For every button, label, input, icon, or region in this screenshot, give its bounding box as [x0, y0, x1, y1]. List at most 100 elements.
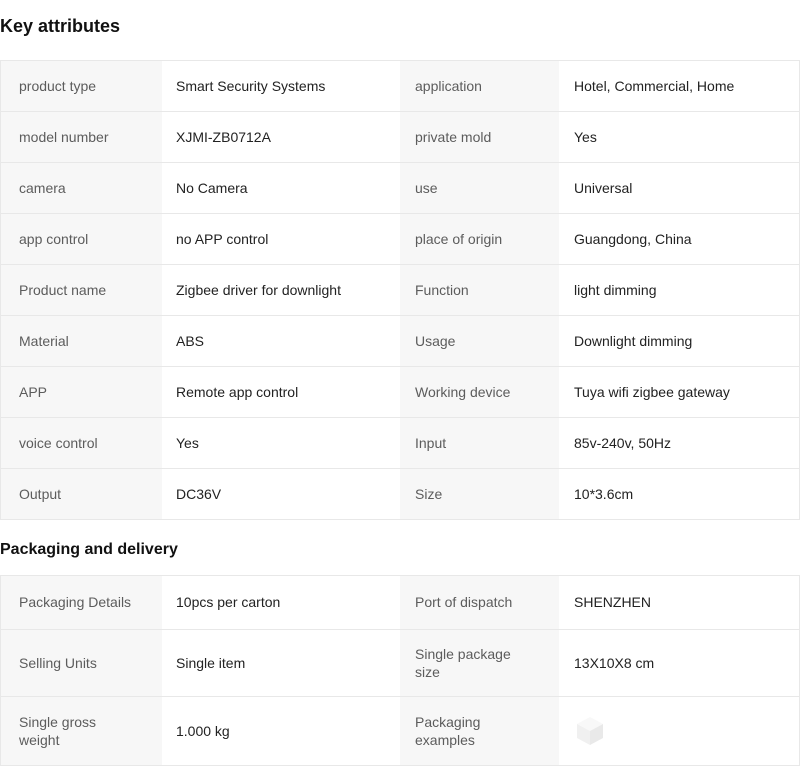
attribute-label: Port of dispatch [400, 576, 559, 629]
attribute-label: Input [400, 418, 559, 468]
attribute-value-text: Guangdong, China [574, 230, 692, 247]
attribute-value: SHENZHEN [559, 576, 799, 629]
attribute-value-text: Hotel, Commercial, Home [574, 77, 735, 94]
attribute-label: use [400, 163, 559, 213]
attribute-value-text: Tuya wifi zigbee gateway [574, 383, 730, 400]
attribute-value: DC36V [162, 469, 400, 519]
attribute-label-text: private mold [415, 128, 492, 145]
attribute-value-text: 10pcs per carton [176, 594, 281, 611]
attribute-row: app control no APP control place of origin… [1, 214, 799, 265]
attribute-value: light dimming [559, 265, 799, 315]
attribute-row: Selling Units Single item Single package si… [1, 630, 799, 697]
attribute-value-text: DC36V [176, 485, 222, 502]
attribute-value: 85v-240v, 50Hz [559, 418, 799, 468]
attribute-row: Single gross weight 1.000 kg Packaging examp… [1, 697, 799, 765]
attribute-value: Universal [559, 163, 799, 213]
attribute-value: Yes [162, 418, 400, 468]
attribute-label-text: use [415, 179, 438, 196]
attribute-value: 10pcs per carton [162, 576, 400, 629]
attribute-value-text: light dimming [574, 281, 657, 298]
attribute-value-text: 13X10X8 cm [574, 654, 655, 671]
key-attributes-table: product type Smart Security Systems applic… [0, 60, 800, 520]
attribute-value: No Camera [162, 163, 400, 213]
attribute-label-text: Packaging examples [415, 713, 481, 748]
attribute-value-text: Yes [574, 128, 597, 145]
attribute-value: Tuya wifi zigbee gateway [559, 367, 799, 417]
attribute-label: Product name [1, 265, 162, 315]
attribute-label-text: Input [415, 434, 447, 451]
package-cube-icon[interactable] [576, 716, 604, 746]
attribute-label: product type [1, 61, 162, 111]
attribute-row: Packaging Details 10pcs per carton Port of… [1, 576, 799, 630]
attribute-label-text: app control [19, 230, 89, 247]
attribute-label: Selling Units [1, 630, 162, 696]
attribute-label-text: voice control [19, 434, 98, 451]
attribute-label-text: Function [415, 281, 469, 298]
attribute-label: Size [400, 469, 559, 519]
attribute-row: APP Remote app control Working device Tuya … [1, 367, 799, 418]
attribute-label: camera [1, 163, 162, 213]
attribute-label: place of origin [400, 214, 559, 264]
attribute-label-text: Single gross weight [19, 713, 97, 748]
attribute-label: Working device [400, 367, 559, 417]
attribute-value-text: SHENZHEN [574, 594, 652, 611]
attribute-value-text: Remote app control [176, 383, 299, 400]
attribute-value: Guangdong, China [559, 214, 799, 264]
attribute-label-text: product type [19, 77, 97, 94]
attribute-row: product type Smart Security Systems applic… [1, 61, 799, 112]
attribute-value: XJMI-ZB0712A [162, 112, 400, 162]
attribute-label-text: Output [19, 485, 62, 502]
attribute-label-text: Working device [415, 383, 511, 400]
product-attributes-page: Key attributes product type Smart Securit… [0, 16, 800, 766]
attribute-label: private mold [400, 112, 559, 162]
attribute-label-text: Usage [415, 332, 456, 349]
attribute-value: Downlight dimming [559, 316, 799, 366]
attribute-value: Zigbee driver for downlight [162, 265, 400, 315]
attribute-value-text: Universal [574, 179, 633, 196]
attribute-label-text: Single package size [415, 645, 511, 680]
attribute-label: app control [1, 214, 162, 264]
attribute-value-text: XJMI-ZB0712A [176, 128, 271, 145]
attribute-label: Usage [400, 316, 559, 366]
attribute-row: Material ABS Usage Downlight dimming [1, 316, 799, 367]
attribute-label-text: place of origin [415, 230, 503, 247]
attribute-label: voice control [1, 418, 162, 468]
attribute-value: Hotel, Commercial, Home [559, 61, 799, 111]
attribute-label-text: Size [415, 485, 443, 502]
attribute-row: voice control Yes Input 85v-240v, 50Hz [1, 418, 799, 469]
attribute-label-text: model number [19, 128, 109, 145]
attribute-value: 13X10X8 cm [559, 630, 799, 696]
section-title-packaging-and-delivery: Packaging and delivery [0, 541, 178, 558]
attribute-value: 1.000 kg [162, 697, 400, 765]
attribute-row: model number XJMI-ZB0712A private mold Yes [1, 112, 799, 163]
attribute-label: Single package size [400, 630, 559, 696]
attribute-label: application [400, 61, 559, 111]
attribute-value: Yes [559, 112, 799, 162]
attribute-value-text: Downlight dimming [574, 332, 693, 349]
attribute-value-text: Zigbee driver for downlight [176, 281, 341, 298]
attribute-value-text: 85v-240v, 50Hz [574, 434, 672, 451]
attribute-label: Packaging Details [1, 576, 162, 629]
attribute-label: Single gross weight [1, 697, 162, 765]
attribute-value: Single item [162, 630, 400, 696]
attribute-label-text: camera [19, 179, 66, 196]
attribute-value-text: No Camera [176, 179, 248, 196]
attribute-label: APP [1, 367, 162, 417]
attribute-value-text: Single item [176, 654, 246, 671]
section-title-key-attributes: Key attributes [0, 16, 121, 36]
attribute-label-text: Selling Units [19, 654, 97, 671]
attribute-value-text: Smart Security Systems [176, 77, 326, 94]
attribute-label-text: Product name [19, 281, 107, 298]
attribute-label-text: Port of dispatch [415, 594, 513, 611]
attribute-value [559, 697, 799, 765]
attribute-value-text: no APP control [176, 230, 269, 247]
attribute-label: Output [1, 469, 162, 519]
attribute-label-text: APP [19, 383, 48, 400]
attribute-value: ABS [162, 316, 400, 366]
attribute-label: Packaging examples [400, 697, 559, 765]
attribute-value-text: Yes [176, 434, 199, 451]
attribute-row: Product name Zigbee driver for downlight F… [1, 265, 799, 316]
attribute-value-text: 1.000 kg [176, 722, 230, 739]
attribute-value-text: ABS [176, 332, 205, 349]
attribute-row: camera No Camera use Universal [1, 163, 799, 214]
